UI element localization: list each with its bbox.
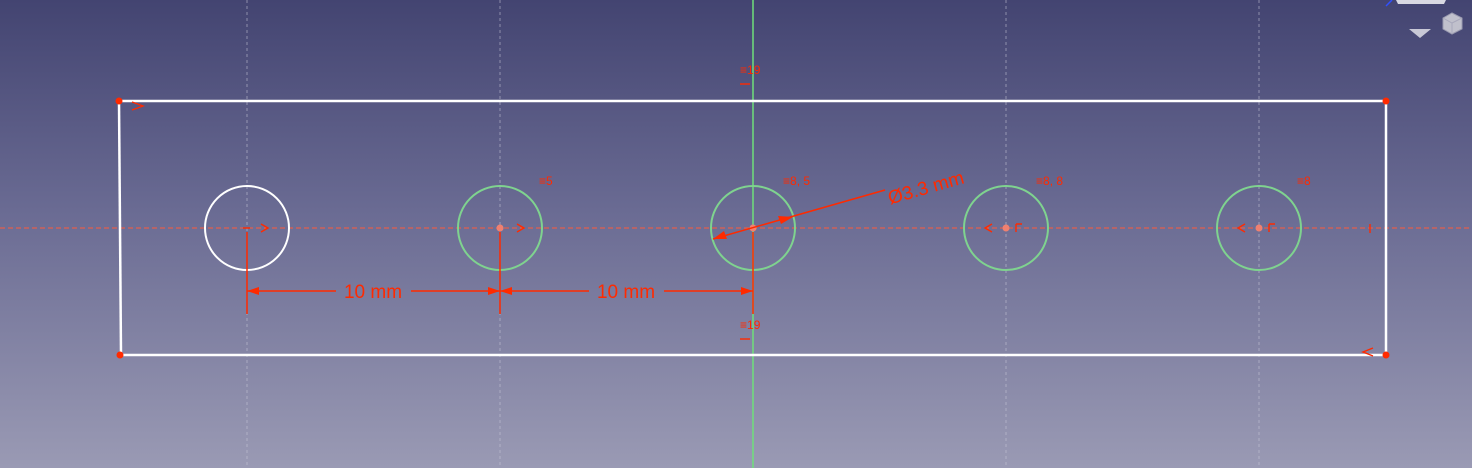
dimension-value-1[interactable]: 10 mm	[344, 282, 402, 303]
axis-indicator-icon	[1385, 0, 1393, 7]
navigation-bar-icon[interactable]	[1396, 0, 1446, 4]
horizontal-constraint-icon	[243, 223, 270, 233]
navigation-cube-icon	[1442, 17, 1463, 34]
constraint-labels: ≡19 ≡19 ≡5 ≡8, 5 ≡8, 8 ≡8	[539, 63, 1311, 332]
constraint-label-hole-3: ≡8, 5	[783, 174, 810, 188]
dimension-value-2[interactable]: 10 mm	[597, 282, 655, 303]
corner-point[interactable]	[116, 351, 124, 359]
corner-points[interactable]	[115, 97, 1390, 359]
constraint-label-top: ≡19	[740, 63, 761, 77]
arrowhead-icon	[247, 287, 259, 295]
arrowhead-icon	[488, 287, 500, 295]
corner-point[interactable]	[115, 97, 123, 105]
plate-rectangle[interactable]	[117, 99, 1388, 357]
constraint-label-hole-2: ≡5	[539, 174, 553, 188]
constraint-label-bottom: ≡19	[740, 318, 761, 332]
horizontal-constraint-icon	[983, 223, 1022, 233]
constraint-label-hole-4: ≡8, 8	[1036, 174, 1063, 188]
arrowhead-icon	[778, 216, 793, 224]
hole-center-point[interactable]	[1255, 224, 1263, 232]
hole-circle-4[interactable]	[963, 185, 1049, 271]
arrowhead-icon	[741, 287, 753, 295]
horizontal-constraint-icon	[1236, 223, 1275, 233]
hole-center-point[interactable]	[1002, 224, 1010, 232]
corner-point[interactable]	[1382, 351, 1390, 359]
constraint-glyphs	[131, 83, 1374, 357]
view-menu-arrow-icon[interactable]	[1409, 29, 1431, 38]
dimension-line	[712, 189, 886, 240]
hole-circle-5[interactable]	[1216, 185, 1302, 271]
horizontal-dimension-2[interactable]	[500, 232, 754, 314]
horizontal-constraint-icon	[131, 101, 146, 111]
horizontal-constraint-icon	[516, 223, 526, 233]
diameter-value[interactable]: Ø3.3 mm	[886, 168, 967, 210]
horizontal-constraint-icon	[1361, 347, 1374, 357]
corner-point[interactable]	[1382, 97, 1390, 105]
constraint-label-hole-5: ≡8	[1297, 174, 1311, 188]
diameter-dimension[interactable]	[712, 189, 886, 240]
navigation-cube[interactable]	[1385, 0, 1463, 38]
plate-left-edge[interactable]	[117, 100, 123, 356]
arrowhead-icon	[500, 287, 512, 295]
arrowhead-icon	[713, 231, 727, 239]
hole-center-point[interactable]	[496, 224, 504, 232]
horizontal-dimension-1[interactable]	[246, 232, 501, 314]
